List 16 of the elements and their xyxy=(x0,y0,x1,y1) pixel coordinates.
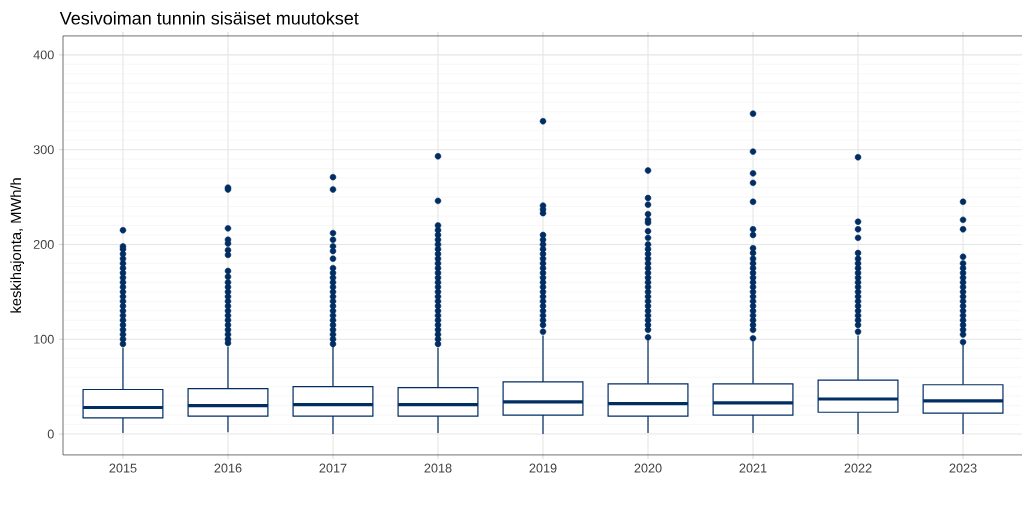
x-tick-label: 2021 xyxy=(739,463,767,473)
y-tick-label: 300 xyxy=(33,145,54,155)
x-tick-label: 2020 xyxy=(634,463,662,473)
x-tick-label: 2015 xyxy=(109,463,137,473)
y-tick-label: 400 xyxy=(33,50,54,60)
y-tick-label: 100 xyxy=(34,334,54,344)
x-tick-label: 2019 xyxy=(529,463,557,473)
x-tick-label: 2018 xyxy=(424,463,452,473)
x-tick-label: 2017 xyxy=(319,463,347,473)
chart-title: Vesivoiman tunnin sisäiset muutokset xyxy=(59,11,359,25)
x-tick-label: 2016 xyxy=(214,463,242,473)
y-axis-title: keskihajonta, MWh/h xyxy=(10,178,24,313)
x-tick-label: 2023 xyxy=(949,463,977,473)
y-tick-label: 0 xyxy=(47,429,54,439)
x-tick-label: 2022 xyxy=(844,463,872,473)
y-tick-label: 200 xyxy=(33,239,54,249)
